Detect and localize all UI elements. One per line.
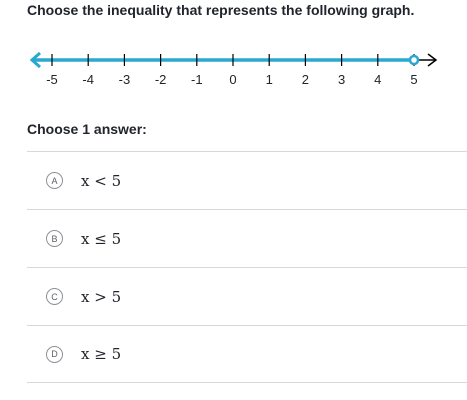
tick-label: -5 [46, 72, 58, 87]
question-text: Choose the inequality that represents th… [27, 2, 415, 18]
tick-label: 1 [266, 72, 273, 87]
tick-label: 4 [374, 72, 381, 87]
tick-label: 0 [229, 72, 236, 87]
choice-d[interactable]: D x ≥ 5 [27, 325, 467, 383]
tick-label: 3 [338, 72, 345, 87]
choice-d-text: x ≥ 5 [81, 345, 122, 363]
tick-label: -3 [119, 72, 131, 87]
choice-b[interactable]: B x ≤ 5 [27, 209, 467, 267]
tick-label: -2 [155, 72, 167, 87]
right-arrow-icon [427, 53, 438, 67]
tick-label: 5 [410, 72, 417, 87]
choice-b-text: x ≤ 5 [81, 229, 122, 248]
tick-label: -4 [82, 72, 94, 87]
choice-b-badge: B [46, 230, 63, 247]
choice-a-badge: A [46, 172, 63, 189]
answer-choices: A x < 5 B x ≤ 5 C x > 5 D x ≥ 5 [27, 151, 467, 383]
number-line: -5 -4 -3 -2 -1 0 1 2 3 4 5 [29, 51, 438, 87]
choice-d-badge: D [46, 345, 63, 363]
choice-a-text: x < 5 [81, 171, 122, 190]
tick-label: -1 [191, 72, 203, 87]
left-arrow-icon [29, 51, 41, 69]
choose-prompt: Choose 1 answer: [27, 121, 147, 137]
choice-c-text: x > 5 [81, 287, 122, 306]
choice-a[interactable]: A x < 5 [27, 151, 467, 209]
tick-label: 2 [302, 72, 309, 87]
open-endpoint [408, 54, 420, 66]
choice-c-badge: C [46, 288, 63, 305]
choice-c[interactable]: C x > 5 [27, 267, 467, 325]
